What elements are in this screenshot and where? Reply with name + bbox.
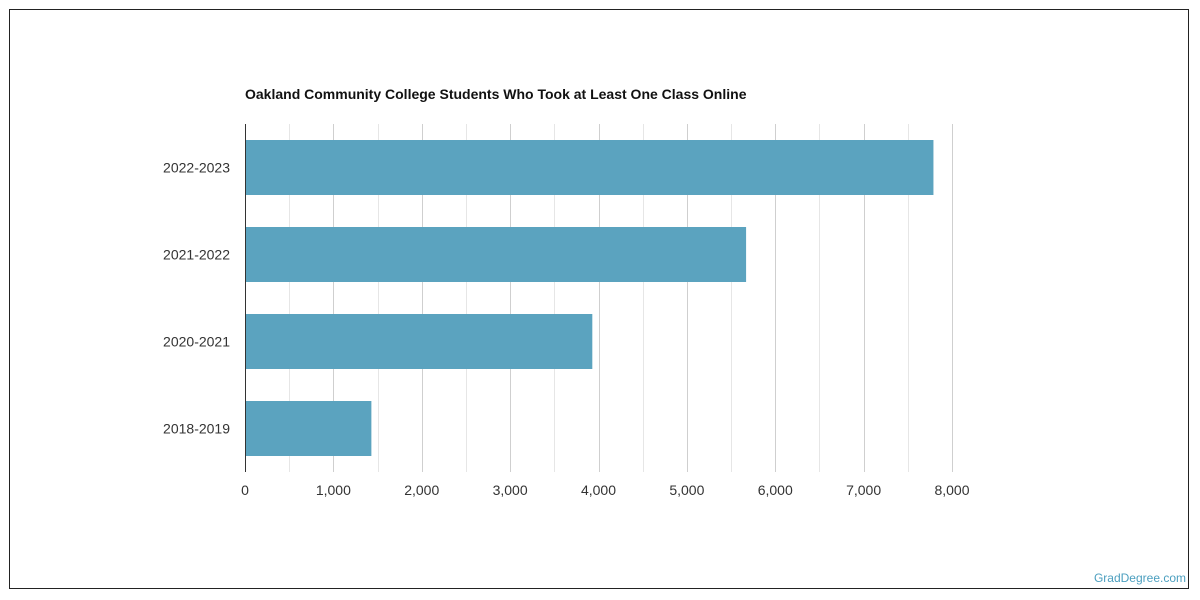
bar-2018-2019 xyxy=(245,401,372,456)
x-tick-label: 6,000 xyxy=(758,482,793,498)
category-label: 2020-2021 xyxy=(163,334,230,350)
axis-labels: 2022-2023 2021-2022 2020-2021 2018-2019 0 1,0… xyxy=(163,160,970,499)
bar-2020-2021 xyxy=(245,314,593,369)
bars xyxy=(245,140,934,456)
bar-2022-2023 xyxy=(245,140,934,195)
category-label: 2022-2023 xyxy=(163,160,230,176)
x-tick-label: 2,000 xyxy=(404,482,439,498)
x-tick-label: 8,000 xyxy=(934,482,969,498)
x-tick-label: 1,000 xyxy=(316,482,351,498)
x-tick-label: 4,000 xyxy=(581,482,616,498)
bar-2021-2022 xyxy=(245,227,747,282)
x-tick-label: 5,000 xyxy=(669,482,704,498)
x-tick-label: 3,000 xyxy=(493,482,528,498)
chart-title: Oakland Community College Students Who T… xyxy=(245,86,747,102)
category-label: 2018-2019 xyxy=(163,421,230,437)
x-tick-label: 7,000 xyxy=(846,482,881,498)
source-link[interactable]: GradDegree.com xyxy=(1093,571,1186,585)
x-tick-label: 0 xyxy=(241,482,249,498)
category-label: 2021-2022 xyxy=(163,247,230,263)
